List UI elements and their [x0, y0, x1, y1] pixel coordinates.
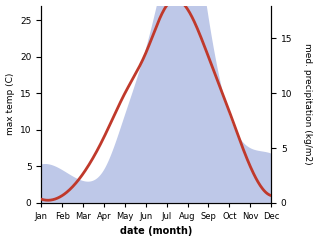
Y-axis label: max temp (C): max temp (C) — [5, 73, 15, 135]
X-axis label: date (month): date (month) — [120, 227, 192, 236]
Y-axis label: med. precipitation (kg/m2): med. precipitation (kg/m2) — [303, 43, 313, 165]
